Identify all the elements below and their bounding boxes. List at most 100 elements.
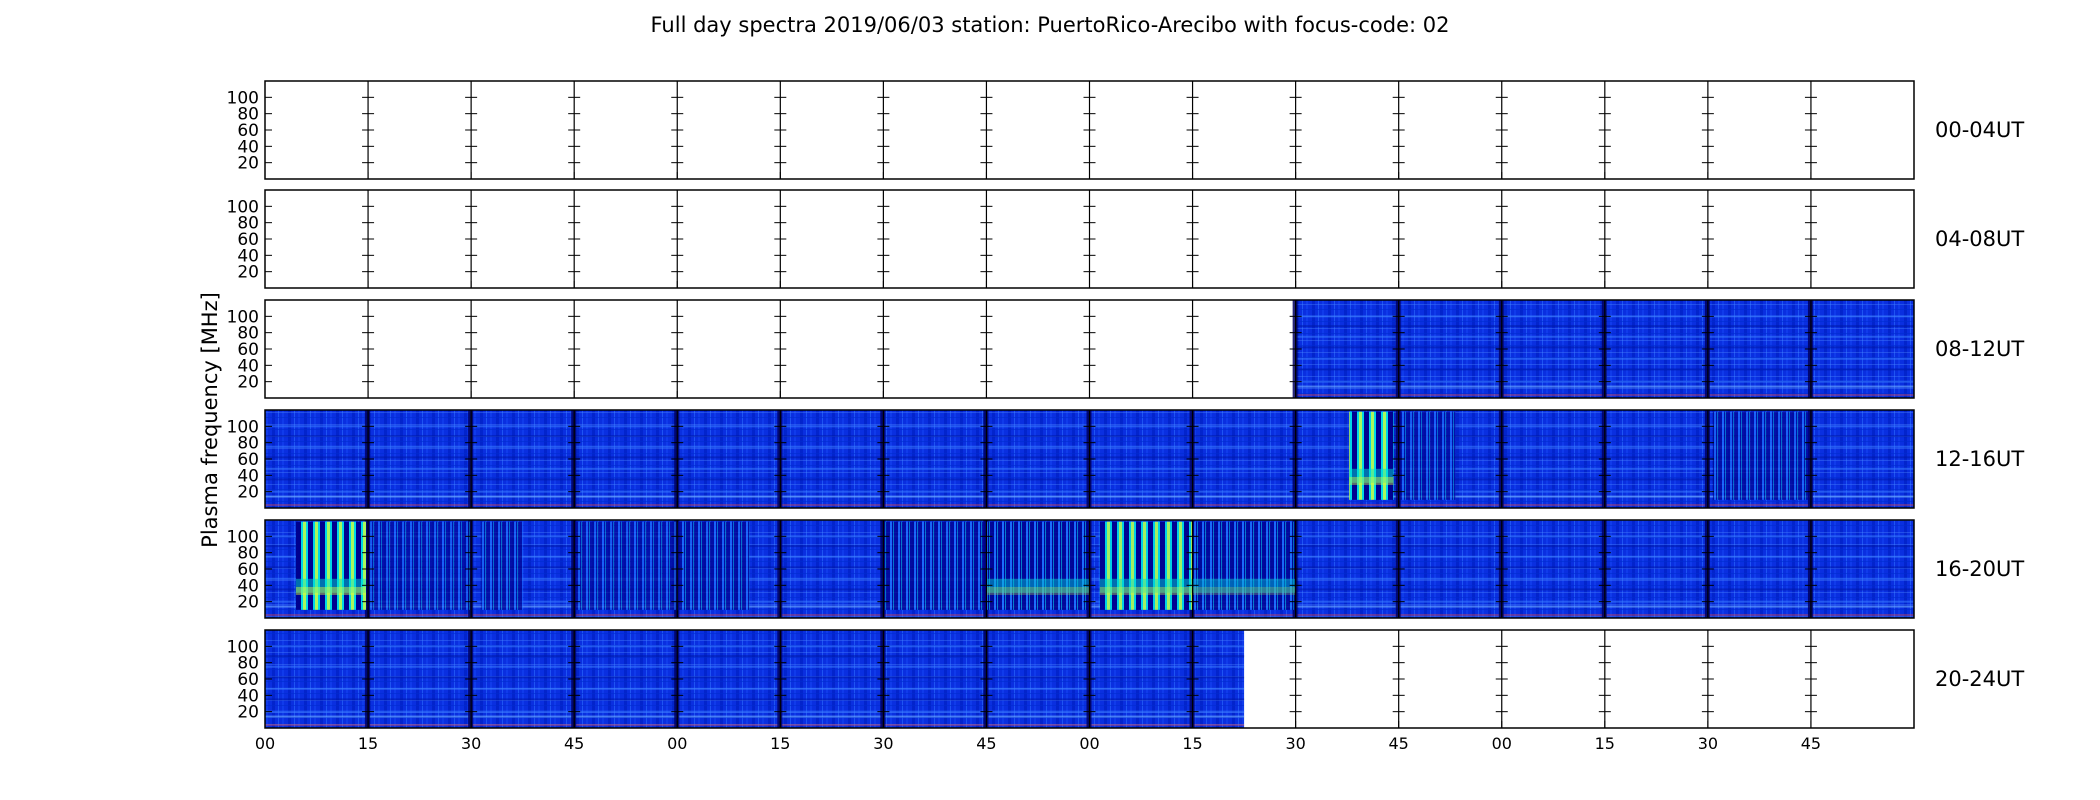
x-tick-label: 45 <box>564 734 584 753</box>
x-tick-label: 00 <box>1492 734 1512 753</box>
x-tick-label: 15 <box>770 734 790 753</box>
burst-fill <box>883 521 987 610</box>
y-tick-label: 80 <box>237 105 259 125</box>
burst-fill <box>295 521 367 610</box>
row-label: 00-04UT <box>1935 118 2024 142</box>
burst-region <box>1398 411 1456 500</box>
y-tick-label: 60 <box>237 230 259 250</box>
x-tick-label: 15 <box>1182 734 1202 753</box>
row-label: 20-24UT <box>1935 667 2024 691</box>
y-tick-label: 60 <box>237 560 259 580</box>
y-tick-label: 40 <box>237 137 259 157</box>
burst-peak <box>1099 586 1193 595</box>
frequency-band <box>265 676 1245 679</box>
burst-region <box>883 521 987 610</box>
y-tick-label: 20 <box>237 483 259 503</box>
burst-region <box>481 521 523 610</box>
y-tick-label: 100 <box>227 637 259 657</box>
burst-region <box>295 521 367 610</box>
burst-fill <box>368 521 472 610</box>
y-tick-label: 100 <box>227 527 259 547</box>
y-tick-label: 40 <box>237 356 259 376</box>
burst-fill <box>574 521 678 610</box>
bottom-edge-band <box>265 724 1245 726</box>
frequency-band <box>265 710 1245 713</box>
row-label: 16-20UT <box>1935 557 2024 581</box>
x-tick-label: 30 <box>461 734 481 753</box>
y-tick-label: 80 <box>237 654 259 674</box>
y-tick-label: 80 <box>237 544 259 564</box>
burst-fill <box>1099 521 1193 610</box>
x-tick-label: 00 <box>255 734 275 753</box>
y-tick-label: 80 <box>237 434 259 454</box>
burst-fill <box>677 521 750 610</box>
frequency-band <box>265 655 1245 658</box>
y-tick-label: 60 <box>237 121 259 141</box>
y-tick-label: 100 <box>227 197 259 217</box>
y-tick-label: 20 <box>237 703 259 723</box>
burst-fill <box>1349 411 1394 500</box>
low-frequency-band <box>265 715 1245 718</box>
burst-region <box>368 521 472 610</box>
x-tick-label: 45 <box>1801 734 1821 753</box>
chart-title: Full day spectra 2019/06/03 station: Pue… <box>651 13 1450 37</box>
y-tick-label: 100 <box>227 417 259 437</box>
x-tick-label: 30 <box>1698 734 1718 753</box>
x-tick-label: 00 <box>1079 734 1099 753</box>
burst-fill <box>986 521 1090 610</box>
y-tick-label: 100 <box>227 88 259 108</box>
frequency-band <box>265 698 1245 701</box>
burst-fill <box>481 521 523 610</box>
burst-core <box>1099 578 1193 593</box>
frequency-band <box>265 665 1245 668</box>
row-label: 12-16UT <box>1935 447 2024 471</box>
row-label: 04-08UT <box>1935 227 2024 251</box>
burst-region <box>574 521 678 610</box>
y-tick-label: 40 <box>237 576 259 596</box>
y-tick-label: 60 <box>237 670 259 690</box>
row-label: 08-12UT <box>1935 337 2024 361</box>
x-tick-label: 45 <box>1389 734 1409 753</box>
burst-region <box>986 521 1090 610</box>
x-tick-label: 45 <box>976 734 996 753</box>
burst-region <box>1099 521 1193 610</box>
burst-core <box>986 578 1090 593</box>
y-axis-label: Plasma frequency [MHz] <box>198 292 222 548</box>
y-tick-label: 80 <box>237 324 259 344</box>
burst-fill <box>1398 411 1456 500</box>
burst-region <box>677 521 750 610</box>
burst-core <box>1349 468 1394 483</box>
frequency-band <box>265 687 1245 690</box>
x-tick-label: 00 <box>667 734 687 753</box>
burst-region <box>1713 411 1809 500</box>
y-tick-label: 100 <box>227 307 259 327</box>
y-tick-label: 40 <box>237 686 259 706</box>
y-tick-label: 60 <box>237 450 259 470</box>
burst-region <box>1349 411 1394 500</box>
y-tick-label: 20 <box>237 154 259 174</box>
burst-peak <box>986 586 1090 595</box>
burst-core <box>295 578 367 593</box>
burst-peak <box>1349 476 1394 485</box>
y-tick-label: 40 <box>237 466 259 486</box>
burst-fill <box>1713 411 1809 500</box>
x-tick-label: 30 <box>1285 734 1305 753</box>
y-tick-label: 40 <box>237 246 259 266</box>
burst-region <box>1192 521 1296 610</box>
burst-core <box>1192 578 1296 593</box>
frequency-band <box>265 645 1245 648</box>
burst-peak <box>1192 586 1296 595</box>
y-tick-label: 20 <box>237 263 259 283</box>
x-tick-label: 15 <box>358 734 378 753</box>
x-tick-label: 15 <box>1595 734 1615 753</box>
spectrogram-data <box>265 630 1245 728</box>
y-tick-label: 60 <box>237 340 259 360</box>
burst-peak <box>295 586 367 595</box>
y-tick-label: 80 <box>237 214 259 234</box>
x-tick-label: 30 <box>873 734 893 753</box>
y-tick-label: 20 <box>237 373 259 393</box>
burst-fill <box>1192 521 1296 610</box>
y-tick-label: 20 <box>237 593 259 613</box>
